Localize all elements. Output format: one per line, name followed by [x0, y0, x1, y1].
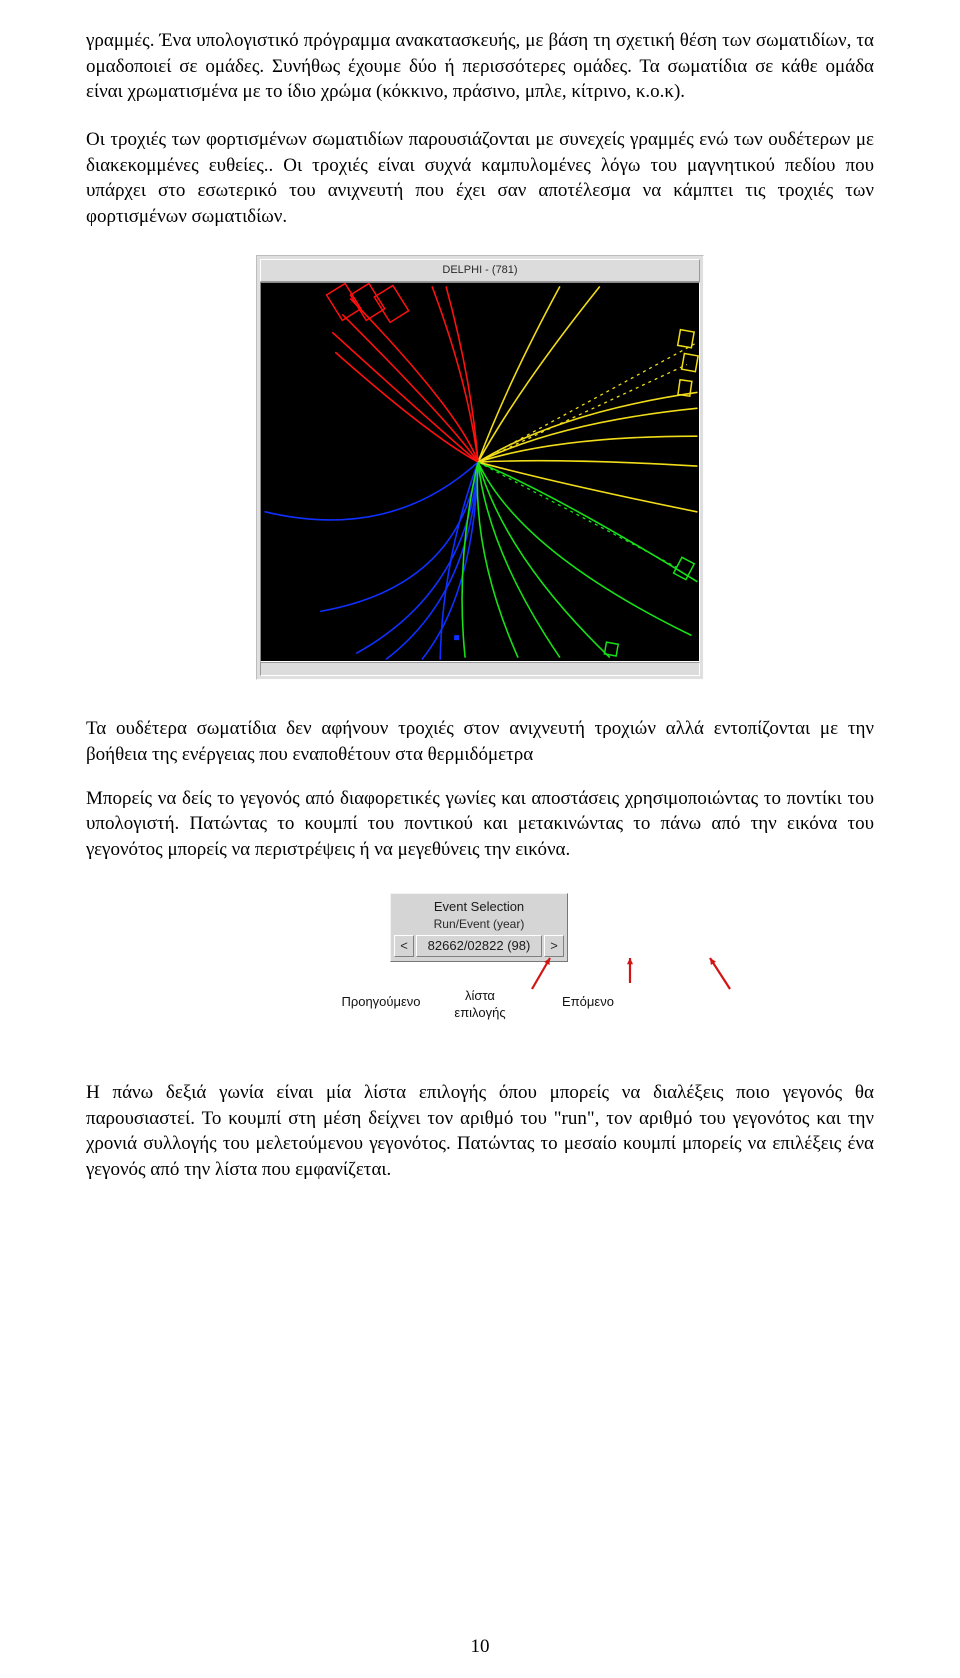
delphi-bottombar	[260, 662, 700, 676]
paragraph-5: Η πάνω δεξιά γωνία είναι μία λίστα επιλο…	[86, 1080, 874, 1183]
delphi-figure: DELPHI - (781)	[86, 255, 874, 680]
label-next: Επόμενο	[548, 993, 628, 1011]
event-list-button[interactable]: 82662/02822 (98)	[416, 935, 542, 957]
event-selection-panel: Event Selection Run/Event (year) < 82662…	[390, 893, 568, 963]
paragraph-2: Οι τροχιές των φορτισμένων σωματιδίων πα…	[86, 127, 874, 230]
delphi-window: DELPHI - (781)	[256, 255, 704, 680]
event-selection-figure: Event Selection Run/Event (year) < 82662…	[86, 893, 874, 1051]
prev-event-button[interactable]: <	[394, 935, 414, 957]
page-number: 10	[0, 1634, 960, 1660]
delphi-svg	[261, 283, 699, 661]
event-selection-controls: < 82662/02822 (98) >	[393, 935, 565, 959]
next-event-button[interactable]: >	[544, 935, 564, 957]
paragraph-3: Τα ουδέτερα σωματίδια δεν αφήνουν τροχιέ…	[86, 716, 874, 767]
delphi-canvas[interactable]	[260, 282, 700, 662]
delphi-titlebar: DELPHI - (781)	[260, 259, 700, 282]
event-selection-container: Event Selection Run/Event (year) < 82662…	[330, 893, 630, 1043]
label-previous: Προηγούμενο	[326, 993, 436, 1011]
event-selection-title: Event Selection	[393, 896, 565, 917]
event-selection-subtitle: Run/Event (year)	[393, 916, 565, 935]
paragraph-4: Μπορείς να δείς το γεγονός από διαφορετι…	[86, 786, 874, 863]
paragraph-1: γραμμές. Ένα υπολογιστικό πρόγραμμα ανακ…	[86, 28, 874, 105]
label-list: λίστα επιλογής	[440, 987, 520, 1022]
